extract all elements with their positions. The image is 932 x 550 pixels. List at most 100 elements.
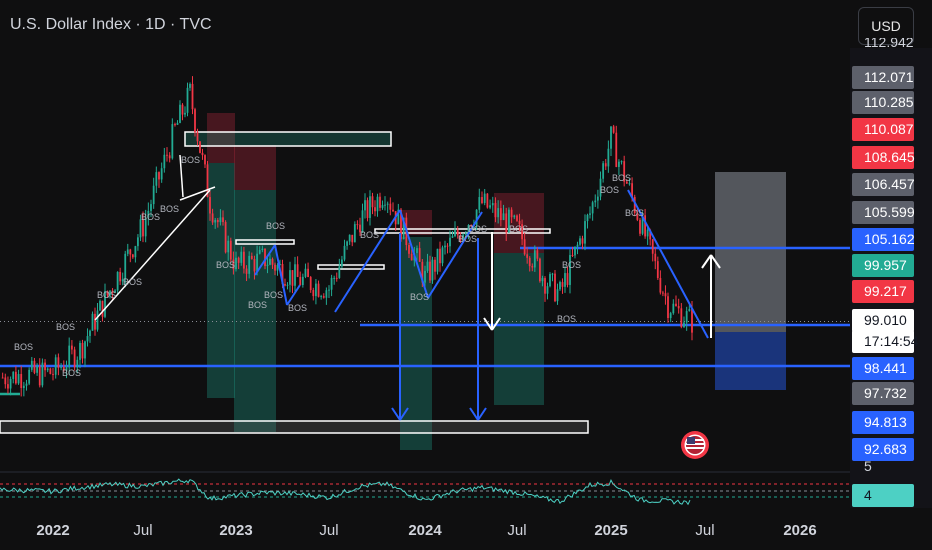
candle-body — [589, 213, 591, 215]
candle-body — [89, 330, 91, 337]
candle-body — [499, 208, 502, 221]
candle-body — [436, 248, 439, 272]
candle-body — [510, 209, 513, 218]
candle-body — [250, 255, 253, 259]
trend-line — [94, 189, 211, 321]
candle-body — [581, 238, 584, 244]
candle-body — [158, 172, 160, 180]
candle-body — [599, 178, 602, 197]
candle-body — [237, 257, 240, 263]
candle-body — [528, 257, 531, 267]
candle-body — [491, 203, 494, 206]
candle-body — [109, 290, 111, 296]
candle-body — [96, 310, 99, 330]
candle-body — [124, 253, 127, 280]
candle-body — [22, 385, 25, 388]
time-label: Jul — [133, 522, 153, 539]
candle-body — [60, 366, 62, 368]
bos-label: BOS — [141, 212, 160, 222]
zone-box — [317, 264, 385, 270]
candle-body — [119, 271, 122, 282]
candle-body — [680, 308, 683, 328]
candle-body — [137, 237, 139, 247]
bos-label: BOS — [56, 322, 75, 332]
bos-label: BOS — [410, 292, 429, 302]
bos-label: BOS — [160, 204, 179, 214]
candle-body — [508, 209, 510, 233]
zones-layer — [0, 113, 786, 450]
candle-body — [623, 161, 626, 182]
candle-body — [163, 154, 166, 169]
candle-body — [544, 278, 546, 294]
candle-body — [384, 204, 386, 206]
candle-body — [574, 246, 576, 256]
candle-body — [243, 251, 245, 269]
candle-body — [351, 234, 354, 243]
candle-body — [104, 290, 106, 317]
candle-body — [33, 360, 36, 373]
bos-label: BOS — [468, 224, 487, 234]
candle-body — [546, 286, 549, 294]
candle-body — [633, 196, 636, 214]
candle-body — [691, 309, 693, 333]
candles-layer — [1, 76, 693, 397]
candle-body — [76, 359, 79, 368]
candle-body — [338, 266, 341, 278]
candle-body — [194, 109, 196, 133]
candle-body — [536, 250, 539, 259]
candle-body — [174, 124, 176, 126]
candle-body — [374, 207, 376, 212]
candle-body — [594, 200, 597, 203]
candle-body — [307, 268, 309, 278]
candle-body — [12, 371, 15, 379]
candle-body — [38, 366, 41, 386]
candle-body — [232, 259, 235, 270]
zone-box — [207, 113, 235, 163]
arrow-head — [483, 317, 493, 331]
candle-body — [664, 293, 667, 297]
candle-body — [408, 245, 410, 254]
candle-body — [459, 235, 462, 241]
candle-body — [439, 248, 441, 264]
candle-body — [15, 371, 17, 384]
bos-label: BOS — [562, 260, 581, 270]
candle-body — [81, 342, 84, 359]
candle-body — [57, 357, 60, 368]
zigzag-line — [286, 284, 301, 306]
candle-body — [371, 196, 374, 208]
candle-body — [189, 83, 191, 88]
candle-body — [68, 345, 71, 368]
candle-body — [301, 276, 304, 286]
candle-body — [168, 155, 171, 159]
arrow-head — [710, 254, 721, 269]
zone-box — [234, 145, 276, 190]
candle-body — [171, 124, 174, 159]
candle-body — [271, 258, 274, 265]
zigzag-line — [427, 211, 483, 299]
candle-body — [196, 132, 199, 142]
trend-line — [627, 189, 709, 339]
candle-body — [416, 248, 418, 254]
arrow-head — [701, 254, 712, 269]
candle-body — [464, 233, 467, 235]
candle-body — [421, 261, 424, 283]
candle-body — [129, 249, 132, 255]
candle-body — [229, 240, 232, 260]
time-label: 2024 — [408, 522, 442, 539]
currency-button[interactable]: USD — [858, 7, 914, 45]
price-label: 108.645 — [852, 146, 915, 169]
candle-body — [444, 245, 446, 248]
zone-box — [715, 172, 786, 332]
us-flag-event-icon[interactable] — [680, 430, 710, 460]
candle-body — [49, 368, 52, 374]
candle-body — [561, 282, 564, 287]
candle-body — [286, 284, 289, 286]
candle-body — [604, 163, 607, 167]
candle-body — [549, 274, 551, 287]
candle-body — [73, 349, 76, 368]
candle-body — [204, 155, 206, 165]
candle-body — [353, 224, 356, 243]
time-axis[interactable] — [0, 508, 850, 550]
candle-body — [4, 377, 7, 385]
